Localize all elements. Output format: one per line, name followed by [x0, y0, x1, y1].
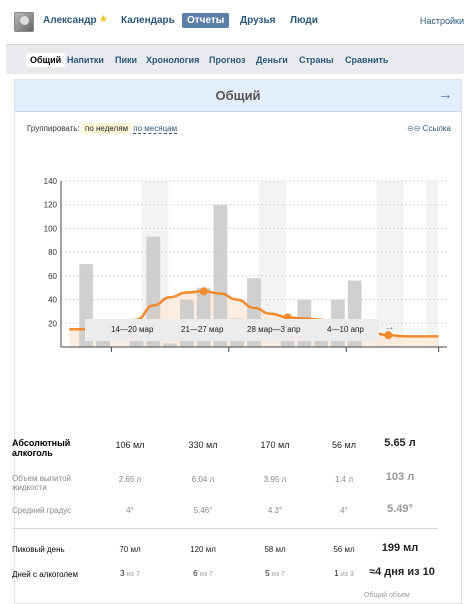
week-label-4[interactable]: 4—10 апр — [327, 325, 364, 334]
settings-link[interactable]: Настройки — [419, 16, 464, 26]
stat-days-w3-of: из 7 — [271, 571, 285, 578]
stat-volume-w1: 2.65 л — [118, 475, 142, 484]
stat-label-alcohol: Абсолютный алкоголь — [12, 438, 71, 458]
stat-days-w3: 5 из 7 — [245, 569, 305, 578]
stats-divider — [12, 528, 438, 529]
stat-days-w3-count: 5 — [265, 569, 270, 578]
stat-days-w2-count: 6 — [193, 569, 198, 578]
stat-days-w1-of: из 7 — [126, 571, 140, 578]
grouping-selector: Группировать: по неделям по месяцам — [27, 123, 178, 134]
y-tick-label-100: 100 — [44, 224, 58, 233]
stat-alcohol-total: 5.65 л — [384, 437, 416, 449]
stat-volume-w2: 6.04 л — [191, 475, 215, 484]
nav-calendar[interactable]: Календарь — [121, 15, 175, 26]
tab-money[interactable]: Деньги — [256, 55, 288, 65]
bar-7 — [163, 343, 177, 347]
week-label-3[interactable]: 28 мар—3 апр — [247, 325, 301, 334]
stat-days-total: ≈4 дня из 10 — [369, 566, 435, 578]
grouping-label: Группировать: — [27, 124, 80, 133]
stat-days-w1: 3 из 7 — [100, 569, 160, 578]
stat-alcohol-w1: 106 мл — [115, 440, 145, 450]
share-link-label: Ссылка — [422, 124, 451, 133]
share-link[interactable]: ⊖⊖ Ссылка — [407, 124, 451, 133]
trend-marker-2 — [199, 287, 208, 296]
week-selector: 14—20 мар 21—27 мар 28 мар—3 апр 4—10 ап… — [85, 319, 379, 341]
stat-peak-w1: 70 мл — [119, 545, 141, 554]
y-tick-label-80: 80 — [48, 248, 57, 257]
stat-peak-w4: 56 мл — [333, 545, 355, 554]
stat-alcohol-w3: 170 мл — [260, 440, 290, 450]
stat-abv-total: 5.49° — [387, 503, 413, 515]
stat-days-w4: 1 из 3 — [314, 569, 374, 578]
stat-abv-w2: 5.46° — [193, 506, 213, 515]
user-name-link[interactable]: Александр — [43, 15, 97, 26]
weekend-shade-3 — [376, 181, 404, 347]
top-navigation: Александр ★ Календарь Отчеты Друзья Люди… — [0, 0, 470, 42]
bar-16 — [314, 335, 329, 347]
nav-friends[interactable]: Друзья — [240, 15, 276, 26]
week-label-1[interactable]: 14—20 мар — [111, 325, 154, 334]
stat-days-w4-of: из 3 — [340, 571, 354, 578]
week-label-2[interactable]: 21—27 мар — [181, 325, 224, 334]
bar-10 — [213, 204, 228, 347]
stat-label-abv: Средний градус — [12, 506, 72, 515]
footnote: Общий объем — [364, 592, 410, 599]
stat-label-peak: Пиковый день — [12, 545, 65, 554]
group-by-month[interactable]: по месяцам — [133, 124, 178, 134]
report-card: Общий → Группировать: по неделям по меся… — [14, 79, 462, 604]
stat-days-w1-count: 3 — [120, 569, 125, 578]
avatar[interactable] — [14, 12, 34, 32]
tab-drinks[interactable]: Напитки — [67, 55, 104, 65]
stat-peak-w3: 58 мл — [264, 545, 286, 554]
weekend-shade-4 — [426, 181, 439, 347]
star-icon: ★ — [99, 14, 108, 25]
stat-alcohol-w4: 56 мл — [332, 440, 356, 450]
stat-peak-total: 199 мл — [381, 542, 419, 554]
report-tab-bar: Общий Напитки Пики Хронология Прогноз Де… — [6, 44, 464, 74]
stat-days-w2: 6 из 7 — [173, 569, 233, 578]
next-week-arrow[interactable]: → — [384, 321, 395, 333]
stat-volume-w4: 1.4 л — [334, 475, 353, 484]
link-icon: ⊖⊖ — [407, 124, 421, 133]
y-tick-label-40: 40 — [48, 296, 57, 305]
nav-reports[interactable]: Отчеты — [182, 13, 230, 28]
tab-countries[interactable]: Страны — [299, 55, 334, 65]
y-tick-label-60: 60 — [48, 272, 57, 281]
tab-forecast[interactable]: Прогноз — [209, 55, 246, 65]
stat-alcohol-w2: 330 мл — [188, 440, 218, 450]
tab-compare[interactable]: Сравнить — [345, 55, 389, 65]
tab-peaks[interactable]: Пики — [115, 55, 138, 65]
arrow-right-icon[interactable]: → — [438, 86, 453, 103]
stat-label-days: Дней с алкоголем — [12, 570, 78, 579]
tab-chronology[interactable]: Хронология — [146, 55, 200, 65]
nav-people[interactable]: Люди — [290, 15, 318, 26]
stat-days-w2-of: из 7 — [199, 571, 213, 578]
y-tick-label-140: 140 — [44, 177, 58, 186]
y-tick-label-20: 20 — [48, 319, 57, 328]
stat-volume-w3: 3.95 л — [263, 475, 287, 484]
stat-abv-w3: 4.3° — [267, 506, 283, 515]
section-title: Общий — [215, 88, 261, 103]
stat-abv-w1: 4° — [126, 506, 134, 515]
trend-marker-4 — [384, 331, 393, 340]
stat-days-w4-count: 1 — [334, 569, 339, 578]
y-tick-label-120: 120 — [44, 201, 58, 210]
group-by-week[interactable]: по неделям — [82, 123, 132, 134]
stat-label-volume: Объем выпитой жидкости — [12, 474, 72, 492]
stat-abv-w4: 4° — [340, 506, 348, 515]
stat-peak-w2: 120 мл — [190, 545, 216, 554]
section-header: Общий → — [15, 80, 461, 112]
tab-general[interactable]: Общий — [26, 53, 66, 67]
stat-volume-total: 103 л — [385, 471, 415, 483]
